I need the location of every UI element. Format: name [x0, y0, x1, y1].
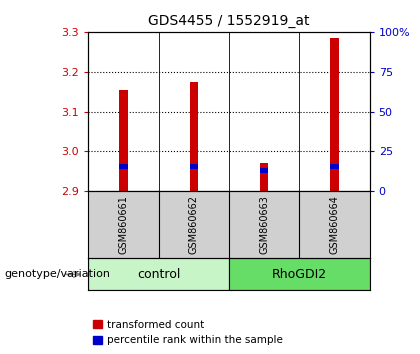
Bar	[189, 82, 198, 191]
Text: RhoGDI2: RhoGDI2	[272, 268, 327, 281]
Bar	[330, 38, 339, 191]
Bar	[88, 258, 229, 290]
Legend: transformed count, percentile rank within the sample: transformed count, percentile rank withi…	[93, 320, 283, 345]
Bar	[229, 258, 370, 290]
Text: genotype/variation: genotype/variation	[4, 269, 110, 279]
Bar	[189, 165, 198, 169]
Text: GSM860663: GSM860663	[259, 195, 269, 254]
Title: GDS4455 / 1552919_at: GDS4455 / 1552919_at	[148, 14, 310, 28]
Text: GSM860661: GSM860661	[118, 195, 129, 254]
Bar	[260, 163, 268, 191]
Bar	[119, 165, 128, 169]
Text: GSM860664: GSM860664	[329, 195, 339, 254]
Text: GSM860662: GSM860662	[189, 195, 199, 254]
Bar	[119, 90, 128, 191]
Text: control: control	[137, 268, 180, 281]
Bar	[260, 169, 268, 173]
Bar	[330, 165, 339, 169]
